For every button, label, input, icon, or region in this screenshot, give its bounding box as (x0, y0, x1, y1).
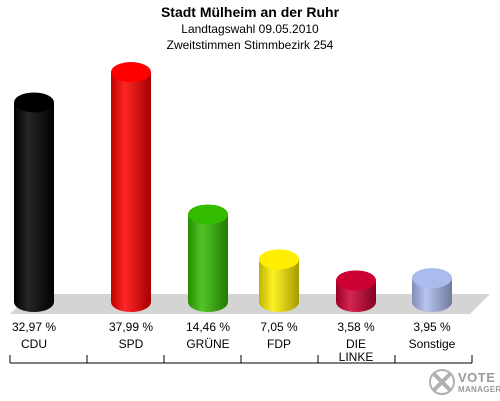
category-label-cdu: CDU (21, 337, 47, 351)
value-label-spd: 37,99 % (108, 320, 154, 334)
logo-text-manager: MANAGER (458, 385, 500, 394)
logo-text-vote: VOTE (458, 370, 496, 385)
value-label-sonstige: 3,95 % (413, 320, 451, 334)
value-label-gruene: 14,46 % (185, 320, 231, 334)
value-label-cdu: 32,97 % (11, 320, 57, 334)
bar-die-linke (336, 270, 376, 312)
value-label-die-linke: 3,58 % (337, 320, 375, 334)
bar-spd (111, 62, 151, 313)
ballot-x-icon (429, 369, 455, 395)
value-label-fdp: 7,05 % (260, 320, 298, 334)
vote-manager-logo: VOTE MANAGER (428, 368, 500, 398)
bar-sonstige (412, 268, 452, 312)
chart-subtitle-district: Zweitstimmen Stimmbezirk 254 (166, 38, 334, 52)
category-label-die-linke: DIE LINKE (338, 337, 374, 364)
bar-cdu (14, 92, 54, 313)
category-label-gruene: GRÜNE (186, 337, 230, 351)
bar-gruene (188, 204, 228, 312)
bar-fdp (259, 249, 299, 312)
category-label-fdp: FDP (267, 337, 291, 351)
category-label-spd: SPD (118, 337, 144, 351)
chart-subtitle-election: Landtagswahl 09.05.2010 (181, 22, 319, 36)
chart-title: Stadt Mülheim an der Ruhr (160, 4, 340, 20)
category-label-sonstige: Sonstige (408, 337, 456, 351)
